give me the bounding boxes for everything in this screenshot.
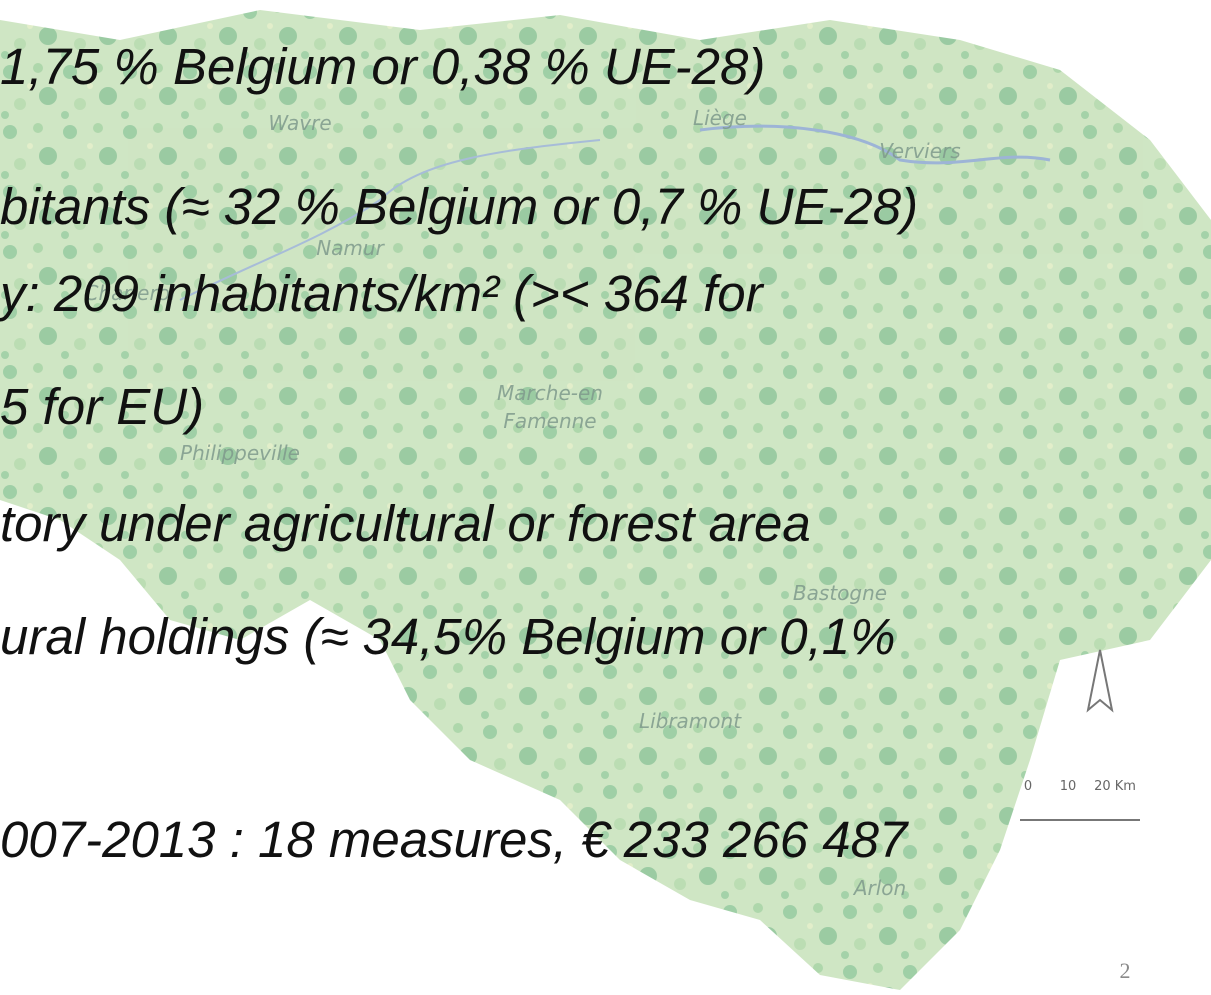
map-label: Bastogne [793, 581, 887, 605]
scale-label: 20 Km [1094, 779, 1136, 794]
scale-bar: 0 10 20 Km [1020, 779, 1140, 820]
page-number: 2 [1120, 958, 1131, 983]
map-label: Liège [693, 106, 747, 130]
scale-label: 10 [1060, 779, 1077, 794]
north-arrow [1088, 650, 1112, 710]
text-line: ural holdings (≈ 34,5% Belgium or 0,1% [0, 608, 895, 665]
text-line: bitants (≈ 32 % Belgium or 0,7 % UE-28) [0, 178, 918, 235]
map-label: Namur [316, 236, 385, 260]
map-label: Arlon [852, 876, 906, 900]
map-label: Wavre [268, 111, 331, 135]
text-line: 007-2013 : 18 measures, € 233 266 487 [0, 811, 909, 868]
map-label: Libramont [639, 709, 742, 733]
text-line: tory under agricultural or forest area [0, 495, 811, 552]
text-line: y: 209 inhabitants/km² (>< 364 for [0, 265, 765, 322]
map-label: Famenne [503, 409, 596, 433]
map-label: Philippeville [180, 441, 300, 465]
scale-label: 0 [1024, 779, 1032, 794]
map-label: Marche-en [497, 381, 603, 405]
text-line: 1,75 % Belgium or 0,38 % UE-28) [0, 38, 765, 95]
slide: WavreLiègeVerviersNamurCharleroiMarche-e… [0, 0, 1211, 995]
arrow-shape [1088, 650, 1112, 710]
text-line: 5 for EU) [0, 378, 204, 435]
map-label: Verviers [879, 139, 960, 163]
